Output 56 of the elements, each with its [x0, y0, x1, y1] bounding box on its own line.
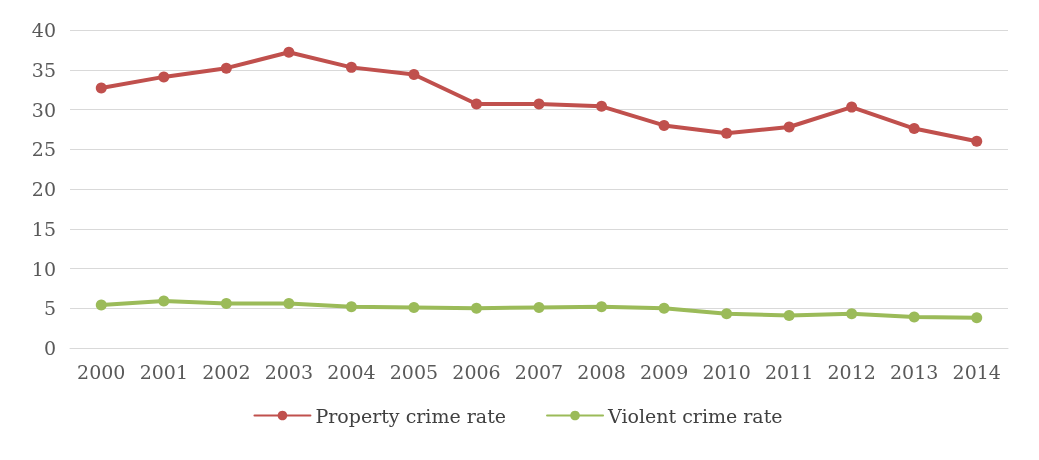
x-tick-label: 2004: [327, 360, 376, 383]
point: [721, 308, 733, 320]
point: [283, 46, 295, 58]
x-tick-label: 2001: [139, 360, 188, 383]
point: [408, 301, 420, 313]
x-tick-label: 2014: [952, 360, 1001, 383]
x-tick-label: 2007: [514, 360, 564, 383]
point: [345, 61, 357, 73]
legend-label: Violent crime rate: [607, 404, 783, 427]
point: [220, 297, 232, 309]
point: [971, 135, 983, 147]
point: [846, 308, 858, 320]
point: [95, 299, 107, 311]
x-tick-label: 2002: [202, 360, 251, 383]
x-tick-label: 2012: [827, 360, 876, 383]
point: [783, 121, 795, 133]
point: [283, 297, 295, 309]
point: [783, 309, 795, 321]
x-tick-label: 2010: [702, 360, 751, 383]
point: [908, 123, 920, 135]
y-tick-label: 0: [43, 337, 56, 359]
x-tick-label: 2005: [389, 360, 439, 383]
point: [533, 98, 545, 110]
point: [158, 295, 170, 307]
x-tick-label: 2003: [264, 360, 314, 383]
point: [470, 302, 482, 314]
y-tick-label: 20: [31, 178, 56, 200]
point: [345, 301, 357, 313]
point: [470, 98, 482, 110]
point: [658, 119, 670, 131]
point: [596, 301, 608, 313]
point: [533, 301, 545, 313]
y-tick-label: 35: [31, 58, 56, 81]
x-tick-label: 2000: [77, 360, 126, 383]
x-tick-label: 2009: [639, 360, 689, 383]
y-tick-label: 15: [31, 217, 56, 240]
point: [971, 312, 983, 324]
point: [408, 69, 420, 81]
y-tick-label: 30: [31, 98, 56, 121]
point: [846, 101, 858, 113]
x-tick-label: 2013: [890, 360, 939, 383]
point: [220, 62, 232, 74]
point: [721, 127, 733, 139]
y-tick-label: 40: [31, 19, 56, 41]
y-tick-label: 25: [31, 138, 56, 161]
y-tick-label: 10: [31, 257, 56, 280]
x-tick-label: 2006: [452, 360, 501, 383]
legend-label: Property crime rate: [315, 404, 507, 427]
x-tick-label: 2011: [764, 360, 814, 383]
point: [596, 100, 608, 112]
x-tick-label: 2008: [577, 360, 626, 383]
point: [658, 302, 670, 314]
point: [95, 82, 107, 94]
point: [908, 311, 920, 323]
y-tick-label: 5: [43, 297, 56, 320]
point: [158, 71, 170, 83]
